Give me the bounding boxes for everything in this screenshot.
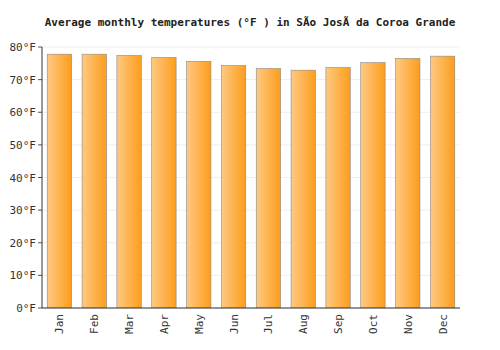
bar <box>361 63 385 308</box>
chart-container: Average monthly temperatures (°F ) in SÃ… <box>0 0 500 350</box>
y-tick <box>38 112 42 113</box>
bars <box>47 54 455 308</box>
y-tick-label: 70°F <box>10 74 37 87</box>
x-axis <box>42 308 460 309</box>
bar <box>221 66 245 308</box>
y-tick <box>38 242 42 243</box>
y-tick-label: 60°F <box>10 106 37 119</box>
grid-line <box>42 308 460 309</box>
x-tick-label: Jul <box>262 314 275 334</box>
y-tick <box>38 79 42 80</box>
bar <box>326 68 350 308</box>
y-tick-label: 50°F <box>10 139 37 152</box>
x-tick-label: May <box>193 314 206 334</box>
x-tick-label: Jun <box>228 314 241 334</box>
grid-line <box>42 47 460 48</box>
y-tick-label: 0°F <box>16 302 36 315</box>
y-axis <box>42 47 43 308</box>
y-tick <box>38 210 42 211</box>
x-tick-label: Oct <box>367 314 380 334</box>
x-tick-label: Feb <box>88 314 101 334</box>
x-tick-label: Sep <box>332 314 345 334</box>
chart-title: Average monthly temperatures (°F ) in SÃ… <box>45 16 456 29</box>
x-tick-label: Dec <box>437 314 450 334</box>
bar <box>82 54 106 308</box>
bar <box>291 70 315 308</box>
bar <box>430 56 454 308</box>
bar <box>152 57 176 308</box>
bar <box>47 54 71 308</box>
bar <box>396 58 420 308</box>
bar <box>187 61 211 308</box>
bar <box>256 69 280 308</box>
x-tick-label: Apr <box>158 314 171 334</box>
y-tick <box>38 144 42 145</box>
bar <box>117 55 141 308</box>
y-tick-label: 80°F <box>10 41 37 54</box>
y-tick <box>38 177 42 178</box>
y-tick-label: 20°F <box>10 237 37 250</box>
y-tick <box>38 275 42 276</box>
y-tick-label: 30°F <box>10 204 37 217</box>
x-tick-label: Aug <box>297 314 310 334</box>
chart-svg: Average monthly temperatures (°F ) in SÃ… <box>0 0 500 350</box>
x-tick-label: Mar <box>123 314 136 334</box>
y-tick-label: 40°F <box>10 172 37 185</box>
x-tick-label: Nov <box>402 314 415 334</box>
x-tick-label: Jan <box>53 314 66 334</box>
y-tick <box>38 308 42 309</box>
y-tick <box>38 47 42 48</box>
y-tick-label: 10°F <box>10 269 37 282</box>
